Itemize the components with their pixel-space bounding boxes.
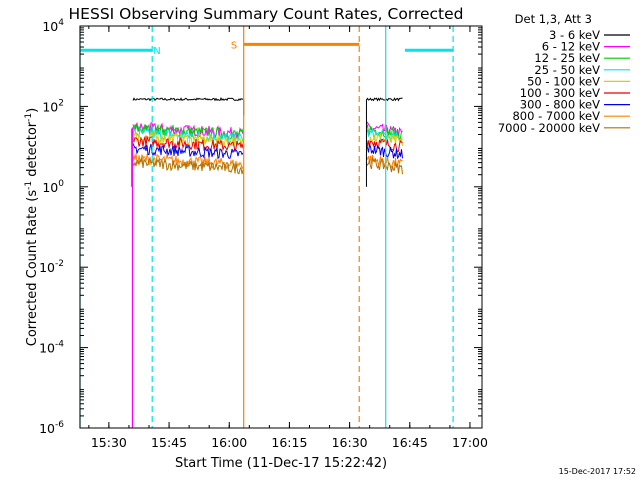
legend-label: 300 - 800 keV <box>520 98 600 112</box>
series-line <box>132 96 244 102</box>
y-tick-label: 10-6 <box>39 420 64 436</box>
y-tick-label: 100 <box>42 179 64 195</box>
x-axis-label: Start Time (11-Dec-17 15:22:42) <box>175 456 387 471</box>
series-line <box>132 143 244 160</box>
flag-markers: NS <box>79 26 454 428</box>
x-tick-label: 15:45 <box>151 435 187 450</box>
x-tick-label: 16:15 <box>271 435 307 450</box>
x-tick-label: 16:45 <box>392 435 428 450</box>
legend-label: 7000 - 20000 keV <box>498 121 600 135</box>
y-tick-label: 104 <box>42 18 64 34</box>
series-line <box>132 153 244 170</box>
footer-date: 15-Dec-2017 17:52 <box>559 467 636 476</box>
series-line <box>366 156 403 175</box>
legend-label: 25 - 50 keV <box>534 63 600 77</box>
series-line <box>132 130 244 148</box>
flag-label: N <box>153 46 160 57</box>
plot-area <box>130 96 403 428</box>
x-axis: 15:30 15:45 16:00 16:15 16:30 16:45 17:00 <box>88 26 488 450</box>
y-axis: 10-6 10-4 10-2 100 102 104 <box>39 18 482 436</box>
y-axis-label: Corrected Count Rate (s-1 detector-1) <box>24 108 40 346</box>
legend-label: 6 - 12 keV <box>542 40 600 54</box>
x-tick-label: 15:30 <box>91 435 127 450</box>
x-tick-label: 17:00 <box>452 435 488 450</box>
y-tick-label: 102 <box>42 98 64 114</box>
legend-label: 800 - 7000 keV <box>512 109 600 123</box>
flag-label: S <box>231 40 237 51</box>
y-tick-label: 10-4 <box>39 340 64 356</box>
chart-title: HESSI Observing Summary Count Rates, Cor… <box>69 5 464 23</box>
series-line <box>366 97 403 102</box>
x-tick-label: 16:30 <box>332 435 368 450</box>
series-line <box>132 156 244 175</box>
legend-label: 3 - 6 keV <box>549 28 600 42</box>
legend-title: Det 1,3, Att 3 <box>515 12 592 26</box>
series-line <box>366 142 403 160</box>
legend-label: 12 - 25 keV <box>534 51 600 65</box>
axes <box>79 25 483 429</box>
legend-label: 100 - 300 keV <box>520 86 600 100</box>
series-line <box>366 127 403 143</box>
plot-frame <box>79 25 483 429</box>
legend-label: 50 - 100 keV <box>527 74 600 88</box>
y-tick-label: 10-2 <box>39 259 64 275</box>
x-tick-label: 16:00 <box>211 435 247 450</box>
